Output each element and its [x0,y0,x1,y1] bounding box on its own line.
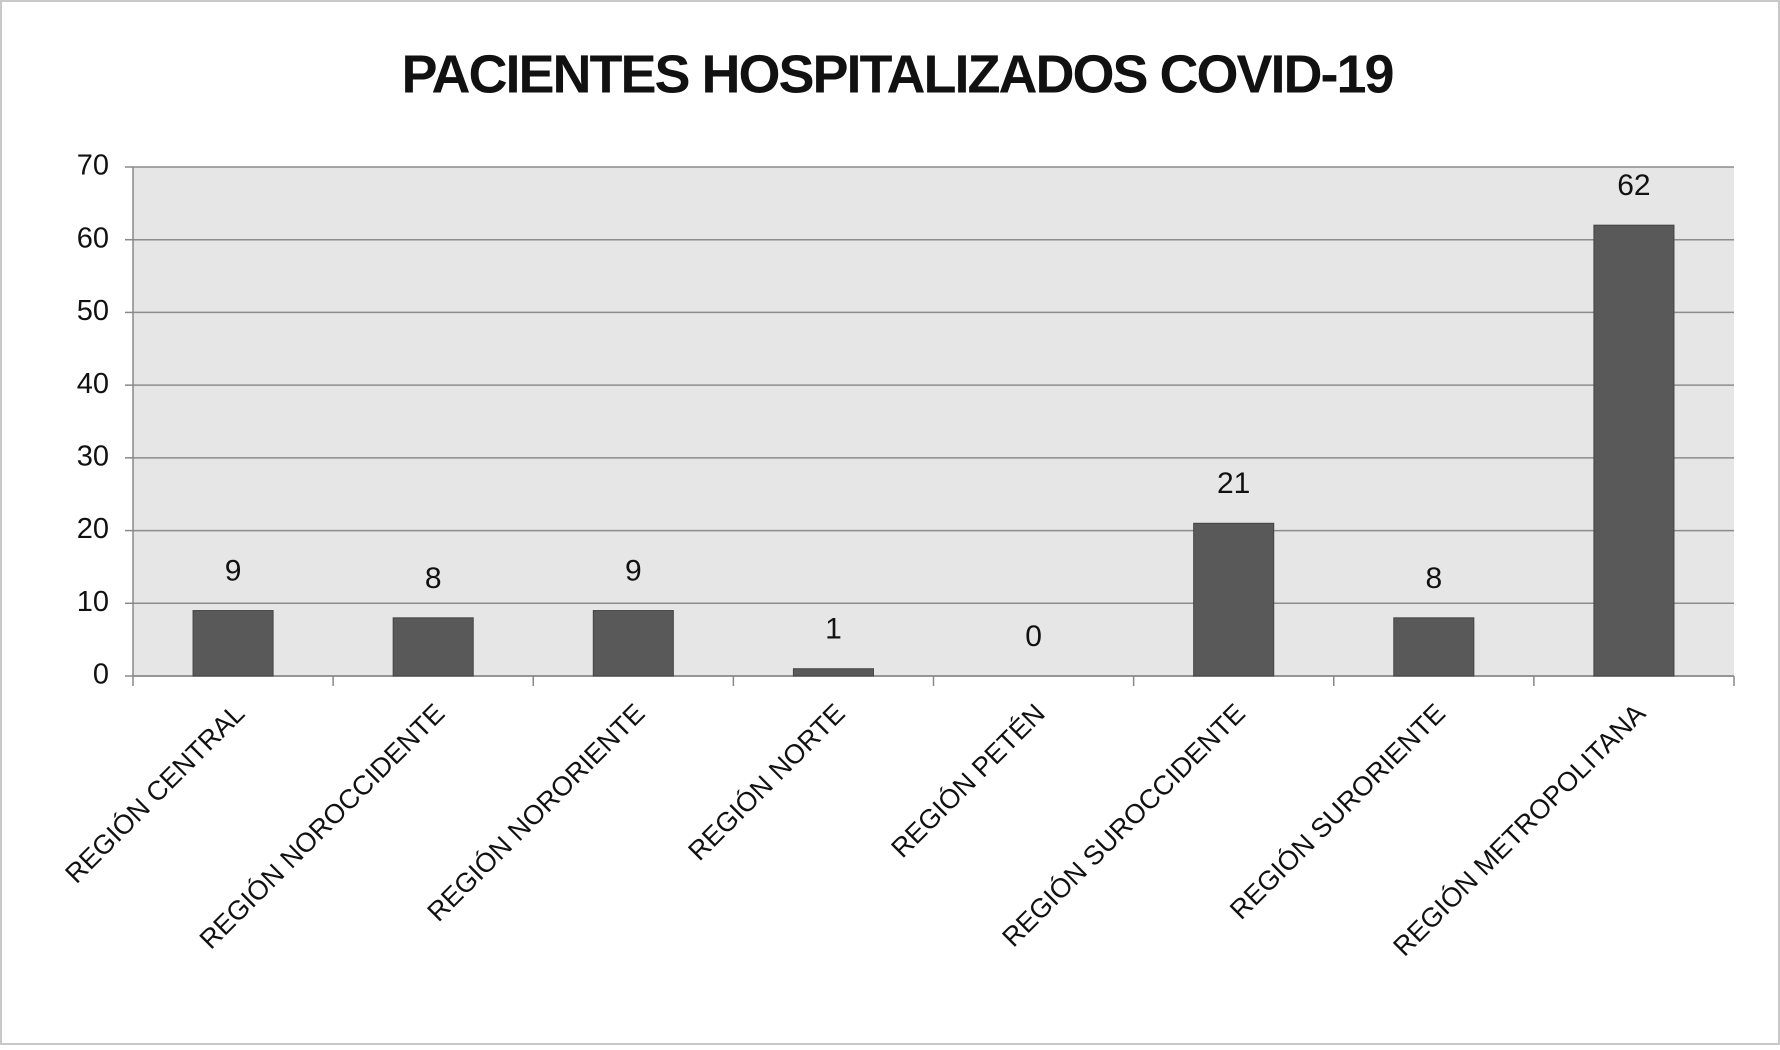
y-tick-label: 10 [77,586,109,618]
data-label: 8 [425,562,442,595]
bar [392,617,474,677]
data-label: 1 [825,613,842,646]
data-label: 9 [225,554,242,587]
data-label: 62 [1617,169,1650,202]
bar [1393,617,1475,677]
data-label: 8 [1425,562,1442,595]
y-tick-label: 40 [77,368,109,400]
bar [192,610,274,677]
data-label: 0 [1025,620,1042,653]
y-tick-label: 70 [77,150,109,182]
y-tick-label: 30 [77,441,109,473]
bar [792,668,874,677]
bar [592,610,674,677]
data-label: 21 [1217,467,1250,500]
chart-title: PACIENTES HOSPITALIZADOS COVID-19 [401,44,1393,104]
data-label: 9 [625,554,642,587]
y-tick-label: 50 [77,295,109,327]
y-tick-label: 20 [77,513,109,545]
y-tick-label: 0 [93,659,109,691]
bar [1593,224,1675,677]
plot-area [133,167,1734,676]
y-tick-label: 60 [77,222,109,254]
bar [1193,522,1275,677]
